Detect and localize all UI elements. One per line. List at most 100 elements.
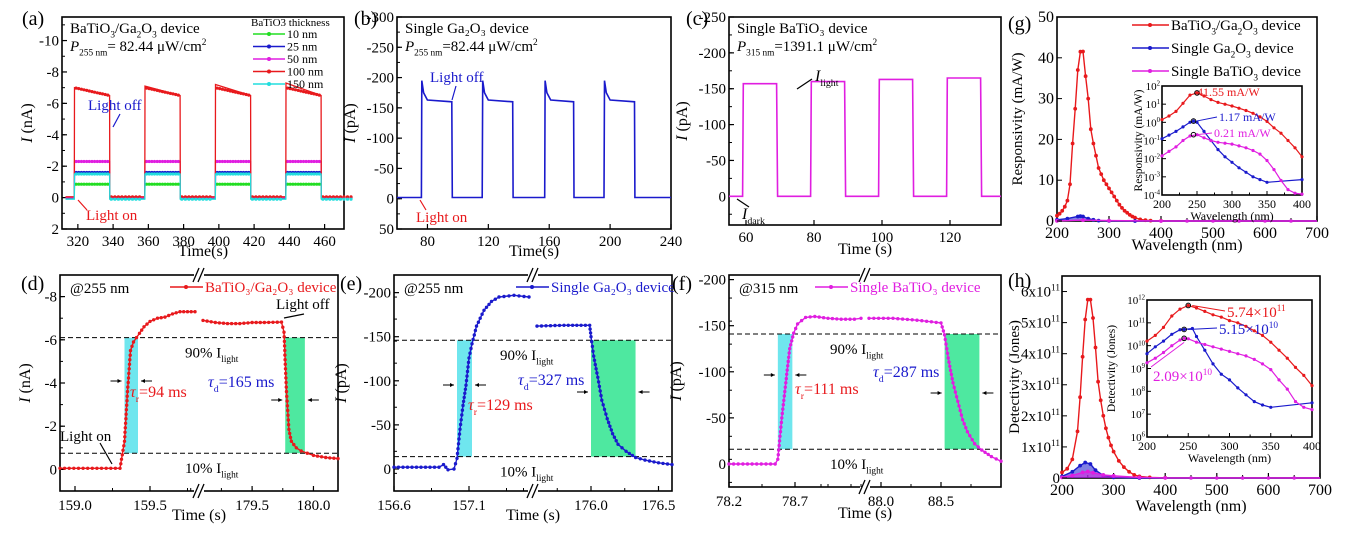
data-point [271, 320, 275, 324]
data-point [286, 408, 290, 413]
data-point [244, 92, 248, 97]
legend-label: Single Ga₂O₃ device [551, 280, 675, 296]
data-point [349, 195, 353, 199]
data-point [939, 321, 943, 325]
inset-data-point [1145, 339, 1149, 343]
e-ytick-label: 0 [384, 462, 392, 478]
panel-title: BaTiO3/Ga2O3 device [70, 21, 200, 41]
data-point [311, 453, 316, 458]
arrow [1150, 341, 1185, 368]
x-tick-label: 176.5 [642, 498, 676, 514]
data-point [285, 394, 289, 399]
data-point [1125, 210, 1130, 215]
data-point [147, 159, 151, 164]
data-point [90, 159, 94, 164]
inset-y-tick-label-part: 10 [1131, 364, 1143, 376]
axis-break-gap [860, 272, 870, 278]
legend-label-part: O [1235, 41, 1246, 57]
data-point [596, 380, 601, 384]
inset-annotation: 41.55 mA/W [1197, 85, 1260, 99]
inset-data-point [1300, 178, 1304, 182]
data-point [183, 195, 187, 199]
axis-break-mark [526, 483, 534, 499]
data-point [600, 398, 604, 402]
data-point [1101, 178, 1106, 183]
data-point [76, 466, 81, 470]
data-point [591, 349, 595, 353]
inset-data-point [1244, 170, 1248, 174]
data-point [215, 86, 219, 90]
data-point [469, 346, 473, 351]
data-point [794, 326, 798, 331]
data-point [301, 182, 306, 186]
data-point [808, 315, 812, 319]
inset-data-point [1160, 137, 1164, 141]
data-point [116, 197, 120, 201]
legend-label: 50 nm [287, 52, 318, 66]
data-point [338, 195, 343, 199]
data-point [1091, 470, 1095, 475]
data-point [594, 367, 598, 371]
data-point [472, 333, 476, 337]
inset-data-point [1269, 340, 1273, 344]
data-point [1099, 172, 1104, 177]
data-point [964, 426, 968, 430]
axis-break-mark [863, 267, 871, 283]
y-tick-label: 30 [1038, 91, 1054, 108]
data-point [638, 457, 642, 461]
data-point [441, 462, 446, 467]
data-point [596, 375, 600, 379]
inset-data-point [1265, 180, 1269, 184]
data-point [185, 310, 190, 314]
legend-label: BaTiO3/Ga2O3 device [1171, 18, 1301, 38]
data-point [788, 347, 792, 351]
inset-x-axis-label: Wavelength (nm) [1188, 451, 1271, 465]
data-point [548, 324, 553, 328]
data-point [949, 372, 954, 377]
inset-data-point [1251, 111, 1255, 115]
data-point [777, 448, 781, 452]
data-point [138, 197, 142, 201]
data-point [231, 159, 235, 164]
arrow-head [307, 398, 312, 402]
inset-data-point [1251, 148, 1255, 153]
data-point [228, 89, 232, 93]
data-point [1060, 208, 1065, 213]
data-point [590, 339, 594, 344]
data-point [1122, 465, 1126, 469]
data-point [281, 325, 285, 329]
a-ytick-label: -6 [47, 96, 60, 112]
data-point [176, 93, 180, 97]
rise-time-label: τr=111 ms [795, 381, 859, 402]
label-90-percent: 90% Ilight [185, 346, 239, 366]
data-point [223, 88, 227, 92]
annotation-i-dark-part: dark [747, 216, 765, 227]
data-point [106, 93, 110, 97]
arrow-head [982, 391, 987, 395]
y-tick-label: 50 [1038, 9, 1054, 26]
data-point [145, 182, 149, 186]
inset-y-tick-label-part: 10 [1143, 172, 1155, 184]
inset-y-tick-label-part: -4 [1154, 190, 1160, 197]
data-point [190, 195, 194, 199]
data-point [291, 172, 295, 176]
data-point [830, 316, 835, 321]
data-point [120, 453, 125, 457]
inset-y-axis-label: Detectivity (Jones) [1106, 325, 1118, 412]
data-point [275, 197, 279, 201]
panel-label: (b) [354, 8, 377, 30]
data-point [962, 422, 966, 426]
data-point [103, 182, 107, 186]
b-xtick-label: 160 [538, 234, 561, 250]
data-point [959, 413, 964, 417]
legend-label-part: Single Ga [1171, 41, 1231, 57]
data-point [261, 197, 265, 201]
h-xtick-label: 400 [1153, 482, 1177, 499]
data-point [324, 197, 328, 201]
data-point [100, 92, 105, 96]
inset-data-point [1219, 315, 1223, 319]
data-point [785, 368, 789, 372]
data-point [784, 381, 788, 385]
data-point [583, 323, 588, 327]
data-point [183, 197, 187, 201]
